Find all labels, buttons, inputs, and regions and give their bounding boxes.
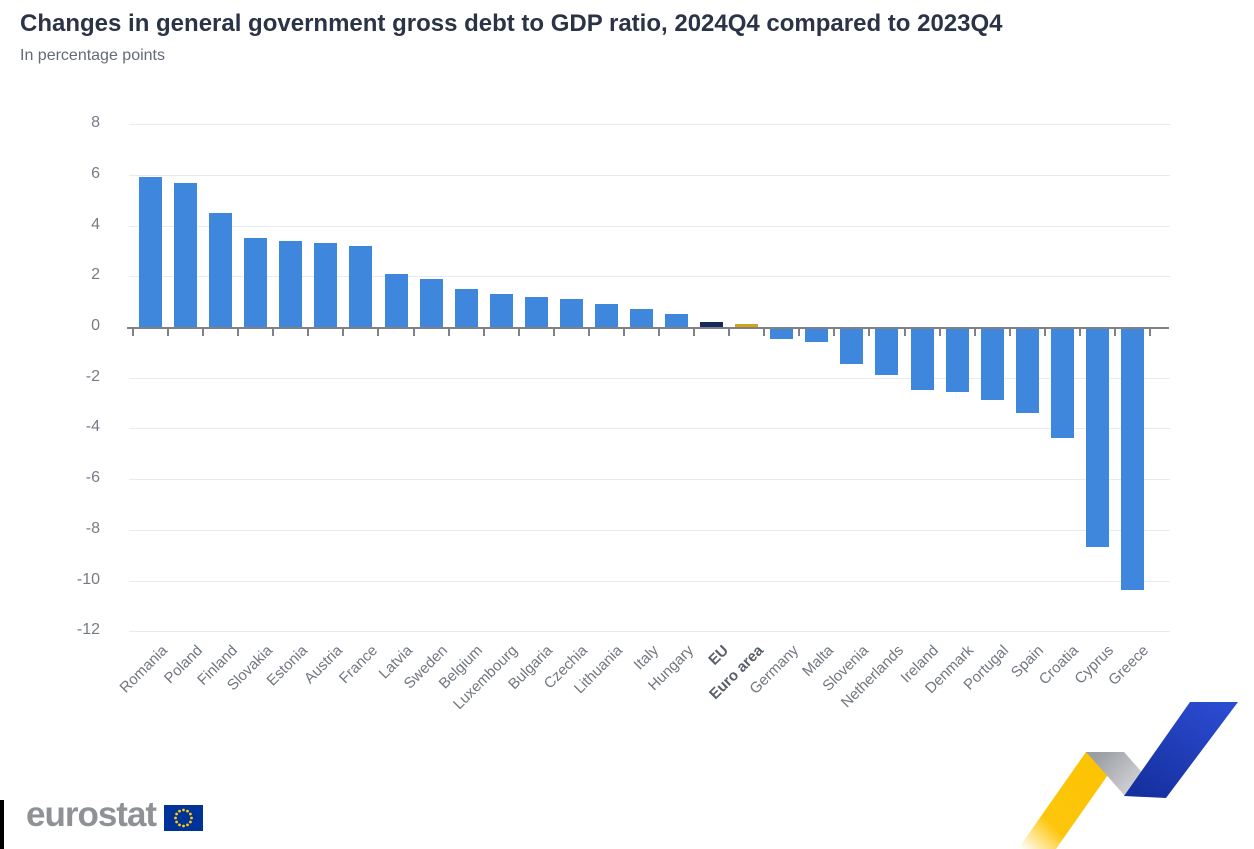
y-axis-label--4: -4 [85,418,100,435]
bar-portugal[interactable] [981,329,1004,400]
x-axis-tick [448,329,450,336]
bar-latvia[interactable] [385,274,408,327]
x-axis-tick [798,329,800,336]
x-axis-tick [307,329,309,336]
bar-denmark[interactable] [946,329,969,392]
x-axis-tick [974,329,976,336]
y-axis-label--2: -2 [85,368,100,385]
y-axis-label-6: 6 [91,165,100,182]
y-axis-label-8: 8 [91,114,100,131]
eu-flag-icon [164,804,204,831]
gridline--8 [129,530,1170,531]
x-axis-tick [1149,329,1151,336]
bar-czechia[interactable] [560,299,583,327]
bar-spain[interactable] [1016,329,1039,413]
y-axis-label--6: -6 [85,469,100,486]
bar-euro-area[interactable] [735,324,758,327]
bar-belgium[interactable] [455,289,478,327]
gridline--6 [129,479,1170,480]
bar-lithuania[interactable] [595,304,618,327]
x-axis-tick [623,329,625,336]
gridline-6 [129,175,1170,176]
x-axis-tick [658,329,660,336]
bar-italy[interactable] [630,309,653,327]
bar-hungary[interactable] [665,314,688,327]
eurostat-swoosh-icon [1018,702,1238,849]
bar-estonia[interactable] [279,241,302,327]
x-axis-tick [833,329,835,336]
gridline--10 [129,581,1170,582]
eurostat-logo: eurostat [26,795,204,834]
y-axis-label-0: 0 [91,317,100,334]
x-axis-tick [1079,329,1081,336]
y-axis-label--12: -12 [76,621,100,638]
bar-malta[interactable] [805,329,828,342]
x-axis-tick [939,329,941,336]
bar-eu[interactable] [700,322,723,327]
bar-ireland[interactable] [911,329,934,390]
x-axis-tick [413,329,415,336]
chart-subtitle: In percentage points [20,47,165,64]
x-axis-tick [763,329,765,336]
x-axis-tick [1044,329,1046,336]
x-axis-tick [132,329,134,336]
x-axis-tick [1114,329,1116,336]
gridline-8 [129,124,1170,125]
x-axis-tick [588,329,590,336]
x-axis-tick [272,329,274,336]
x-axis-tick [377,329,379,336]
bar-bulgaria[interactable] [525,297,548,327]
bar-romania[interactable] [139,177,162,327]
bar-finland[interactable] [209,213,232,327]
x-axis-tick [518,329,520,336]
x-axis-tick [202,329,204,336]
gridline-4 [129,226,1170,227]
bar-netherlands[interactable] [875,329,898,375]
bar-greece[interactable] [1121,329,1144,590]
y-axis-label-4: 4 [91,216,100,233]
gridline--4 [129,428,1170,429]
x-axis-tick [167,329,169,336]
gridline--12 [129,631,1170,632]
gridline--2 [129,378,1170,379]
x-axis-line [127,327,1169,329]
bar-croatia[interactable] [1051,329,1074,438]
x-axis-tick [1009,329,1011,336]
chart-title: Changes in general government gross debt… [20,10,1003,37]
bar-germany[interactable] [770,329,793,339]
x-axis-tick [237,329,239,336]
x-axis-tick [693,329,695,336]
screen-edge-artifact [0,800,4,849]
x-axis-tick [728,329,730,336]
eurostat-logo-text: eurostat [26,795,157,834]
bar-austria[interactable] [314,243,337,327]
bar-poland[interactable] [174,183,197,327]
bar-sweden[interactable] [420,279,443,327]
x-axis-tick [868,329,870,336]
y-axis-label--8: -8 [85,520,100,537]
gridline-2 [129,276,1170,277]
bar-france[interactable] [349,246,372,327]
x-axis-tick [904,329,906,336]
y-axis-label--10: -10 [76,571,100,588]
y-axis-label-2: 2 [91,266,100,283]
bar-slovenia[interactable] [840,329,863,364]
x-axis-tick [553,329,555,336]
x-axis-tick [483,329,485,336]
bar-cyprus[interactable] [1086,329,1109,547]
x-axis-tick [342,329,344,336]
bar-luxembourg[interactable] [490,294,513,327]
bar-slovakia[interactable] [244,238,267,327]
